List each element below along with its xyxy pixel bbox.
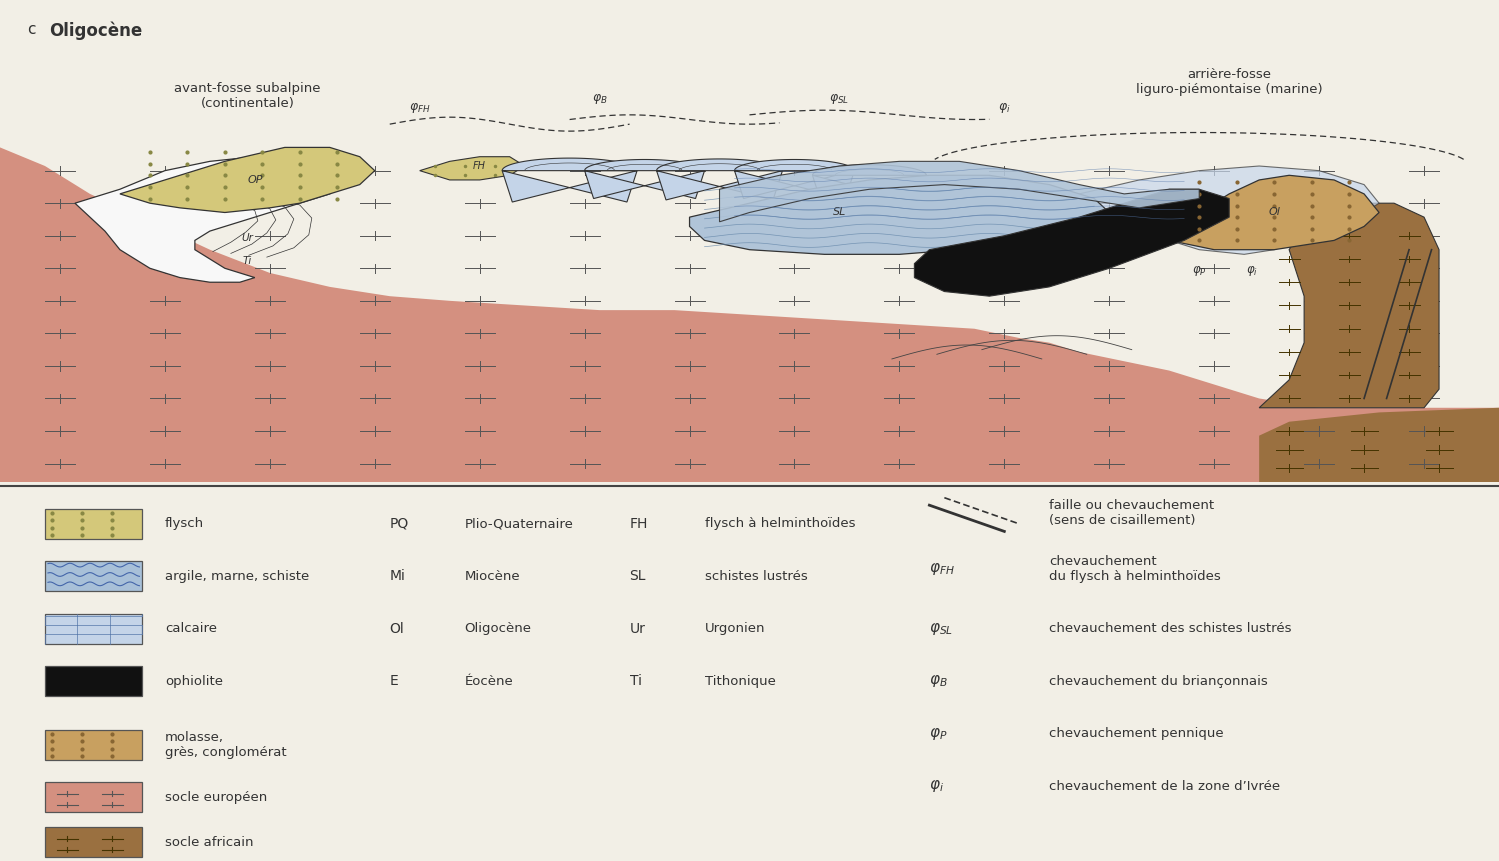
Polygon shape: [502, 158, 637, 202]
Text: chevauchement
du flysch à helminthoïdes: chevauchement du flysch à helminthoïdes: [1049, 554, 1222, 583]
Polygon shape: [420, 157, 525, 180]
Text: argile, marne, schiste: argile, marne, schiste: [165, 570, 309, 583]
Text: SL: SL: [833, 208, 845, 218]
Text: PQ: PQ: [390, 517, 409, 531]
Polygon shape: [657, 159, 782, 200]
Text: Tithonique: Tithonique: [705, 675, 775, 688]
Text: faille ou chevauchement
(sens de cisaillement): faille ou chevauchement (sens de cisaill…: [1049, 499, 1214, 527]
Text: chevauchement pennique: chevauchement pennique: [1049, 728, 1223, 740]
Text: $\varphi_{FH}$: $\varphi_{FH}$: [409, 102, 430, 115]
Text: Urgonien: Urgonien: [705, 623, 764, 635]
Text: $\varphi_{B}$: $\varphi_{B}$: [592, 92, 607, 106]
Text: avant-fosse subalpine
(continentale): avant-fosse subalpine (continentale): [174, 83, 321, 110]
Text: $\varphi_{P}$: $\varphi_{P}$: [1192, 264, 1207, 278]
Text: $\varphi_{SL}$: $\varphi_{SL}$: [929, 621, 953, 637]
Text: Ti: Ti: [630, 674, 642, 688]
Text: flysch: flysch: [165, 517, 204, 530]
Polygon shape: [1259, 408, 1499, 482]
Text: FH: FH: [474, 161, 486, 171]
Text: molasse,
grès, conglomérat: molasse, grès, conglomérat: [165, 731, 286, 759]
Text: chevauchement du briançonnais: chevauchement du briançonnais: [1049, 675, 1268, 688]
Text: socle africain: socle africain: [165, 836, 253, 849]
Text: E: E: [390, 674, 399, 688]
Text: Oligocène: Oligocène: [49, 22, 142, 40]
Text: ophiolite: ophiolite: [165, 675, 223, 688]
Bar: [45, 614, 142, 644]
Text: Ol: Ol: [390, 622, 405, 635]
Polygon shape: [120, 147, 375, 213]
Text: $\varphi_{i}$: $\varphi_{i}$: [929, 778, 944, 794]
Text: OP: OP: [247, 175, 262, 185]
Text: Ur: Ur: [241, 233, 253, 243]
Polygon shape: [75, 157, 345, 282]
Text: Éocène: Éocène: [465, 675, 514, 688]
Text: $\varphi_{i}$: $\varphi_{i}$: [998, 102, 1010, 115]
Bar: [45, 666, 142, 697]
Text: Mi: Mi: [390, 569, 406, 584]
Bar: [45, 827, 142, 858]
Text: arrière-fosse
liguro-piémontaise (marine): arrière-fosse liguro-piémontaise (marine…: [1136, 68, 1322, 96]
Polygon shape: [914, 189, 1229, 296]
Polygon shape: [585, 159, 705, 199]
Bar: [45, 783, 142, 812]
Polygon shape: [1169, 176, 1379, 250]
Text: $\varphi_{B}$: $\varphi_{B}$: [929, 673, 947, 689]
Polygon shape: [1079, 166, 1379, 254]
Text: calcaire: calcaire: [165, 623, 217, 635]
Text: flysch à helminthoïdes: flysch à helminthoïdes: [705, 517, 854, 530]
Text: Miocène: Miocène: [465, 570, 520, 583]
Bar: [45, 561, 142, 592]
Text: Ti: Ti: [243, 257, 252, 266]
Text: Oligocène: Oligocène: [465, 623, 532, 635]
Text: $\varphi_{P}$: $\varphi_{P}$: [929, 726, 947, 741]
Text: chevauchement de la zone d’Ivrée: chevauchement de la zone d’Ivrée: [1049, 779, 1280, 793]
Text: $\varphi_{i}$: $\varphi_{i}$: [1246, 264, 1258, 278]
Bar: [45, 730, 142, 760]
Text: $\varphi_{SL}$: $\varphi_{SL}$: [829, 92, 850, 106]
Polygon shape: [720, 161, 1199, 222]
Text: schistes lustrés: schistes lustrés: [705, 570, 808, 583]
Polygon shape: [690, 176, 1109, 254]
Text: Ur: Ur: [630, 622, 646, 635]
Text: FH: FH: [630, 517, 648, 531]
Text: Plio-Quaternaire: Plio-Quaternaire: [465, 517, 574, 530]
Text: $\varphi_{FH}$: $\varphi_{FH}$: [929, 561, 955, 577]
Text: chevauchement des schistes lustrés: chevauchement des schistes lustrés: [1049, 623, 1292, 635]
Text: Ol: Ol: [1268, 208, 1280, 218]
Polygon shape: [735, 159, 854, 199]
Bar: [45, 509, 142, 539]
Text: socle européen: socle européen: [165, 791, 267, 804]
Text: c: c: [27, 22, 36, 36]
Polygon shape: [0, 147, 1499, 482]
Text: SL: SL: [630, 569, 646, 584]
Polygon shape: [812, 164, 926, 201]
Polygon shape: [1259, 203, 1439, 408]
